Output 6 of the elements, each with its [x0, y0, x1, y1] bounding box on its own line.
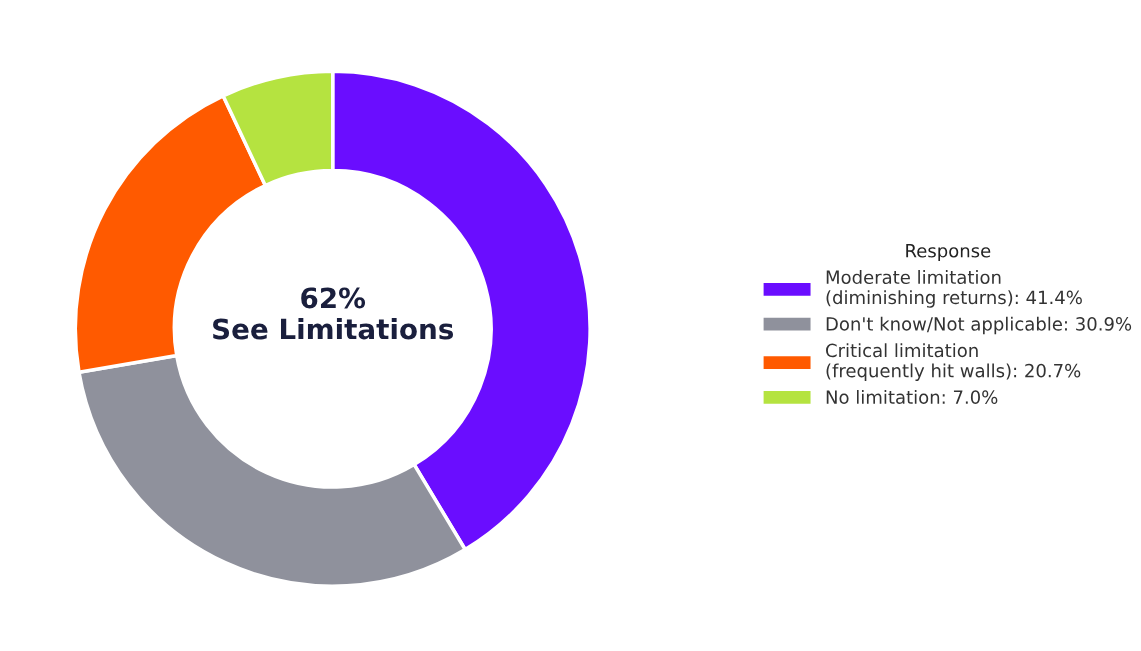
legend-label: No limitation: 7.0% — [826, 389, 998, 404]
legend-title: Response — [906, 244, 991, 262]
legend-label: Moderate limitation (diminishing returns): 41.4% — [826, 270, 1082, 308]
text: 62% See Limitations — [213, 287, 454, 340]
legend-label: Critical limitation (frequently hit walls): 20.7% — [826, 343, 1081, 381]
legend-label: Don't know/Not applicable: 30.9% — [826, 316, 1132, 335]
